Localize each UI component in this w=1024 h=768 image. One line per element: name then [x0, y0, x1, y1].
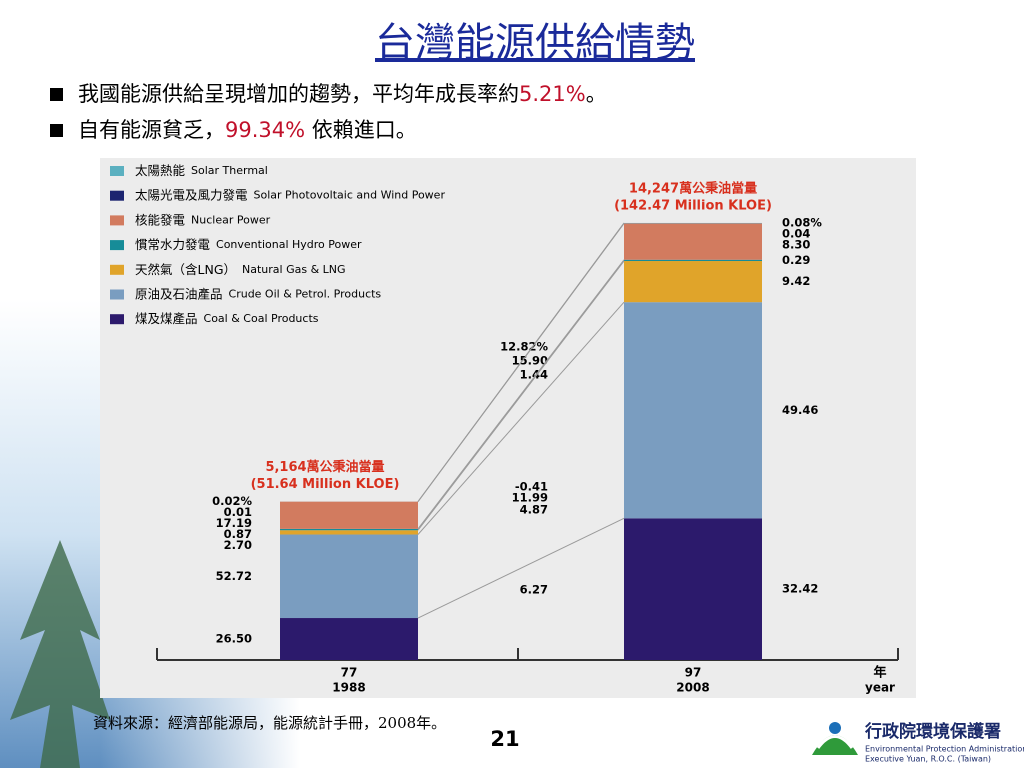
value-label: 0.01	[224, 505, 252, 519]
x-tick-label: 2008	[676, 681, 709, 695]
x-tick-label: 77	[341, 666, 358, 680]
background-tree	[10, 540, 110, 768]
bar-segment	[280, 501, 418, 529]
growth-label: 12.82%	[500, 340, 548, 354]
legend-entry: 慣常水力發電 Conventional Hydro Power	[135, 237, 362, 252]
value-label: 9.42	[782, 274, 810, 288]
legend-name: 太陽熱能	[135, 163, 186, 178]
total-label: 5,164萬公秉油當量	[265, 459, 384, 475]
chart-background	[100, 158, 916, 698]
legend-name-en: Nuclear Power	[191, 213, 271, 226]
x-tick-label: 97	[685, 666, 702, 680]
x-tick-label: 1988	[332, 681, 365, 695]
bar-segment	[624, 518, 762, 660]
logo-name: 行政院環境保護署	[864, 721, 1001, 742]
legend-name-en: Crude Oil & Petrol. Products	[229, 288, 382, 301]
legend-entry: 天然氣（含LNG） Natural Gas & LNG	[135, 261, 346, 276]
x-axis-label: 年	[873, 665, 886, 681]
growth-connector	[417, 517, 625, 619]
value-label: 32.42	[782, 582, 818, 596]
bullet-marker	[50, 88, 63, 101]
value-label: 8.30	[782, 238, 810, 252]
value-label: 0.87	[224, 527, 252, 541]
value-label: 17.19	[216, 516, 252, 530]
bar-segment	[624, 223, 762, 260]
legend-name: 原油及石油產品	[135, 286, 223, 301]
bullet: 自有能源貧乏，99.34% 依賴進口。	[78, 118, 417, 142]
source-note: 資料來源：經濟部能源局，能源統計手冊，2008年。	[93, 714, 446, 732]
growth-label: 4.87	[520, 503, 548, 517]
legend-entry: 太陽光電及風力發電 Solar Photovoltaic and Wind Pow…	[135, 187, 445, 202]
legend-name: 慣常水力發電	[135, 237, 211, 252]
legend-swatch	[110, 240, 124, 251]
legend-entry: 原油及石油產品 Crude Oil & Petrol. Products	[135, 286, 381, 301]
legend-name: 太陽光電及風力發電	[135, 187, 248, 202]
legend-swatch	[110, 166, 124, 176]
bullet-highlight: 99.34%	[225, 118, 305, 142]
logo-dot	[829, 722, 841, 734]
total-label-en: (51.64 Million KLOE)	[251, 477, 400, 492]
legend-name-en: Conventional Hydro Power	[216, 238, 362, 251]
value-label: 49.46	[782, 403, 818, 417]
bar-segment	[280, 530, 418, 535]
growth-connector	[417, 260, 625, 531]
legend-swatch	[110, 190, 124, 201]
bullet-text: 自有能源貧乏，	[78, 118, 225, 142]
growth-label: 6.27	[520, 583, 548, 597]
value-label: 0.29	[782, 253, 810, 267]
legend-swatch	[110, 215, 124, 226]
bar-segment	[280, 528, 418, 531]
value-label: 26.50	[216, 632, 252, 646]
growth-label: -0.41	[515, 480, 548, 494]
value-label: 0.08%	[782, 216, 822, 230]
growth-connector	[417, 223, 625, 502]
legend-name: 煤及煤產品	[135, 311, 198, 326]
legend-name-en: Solar Thermal	[191, 164, 268, 177]
legend-name: 核能發電	[135, 212, 186, 227]
legend-name-en: Natural Gas & LNG	[242, 263, 346, 276]
growth-connector	[417, 301, 625, 535]
legend-swatch	[110, 314, 124, 325]
bullet-tail: 依賴進口。	[305, 118, 417, 142]
page-number: 21	[490, 727, 519, 751]
total-label: 14,247萬公秉油當量	[629, 181, 757, 197]
legend-name-en: Coal & Coal Products	[204, 312, 319, 325]
bullet-highlight: 5.21%	[519, 82, 586, 106]
logo-line: Executive Yuan, R.O.C. (Taiwan)	[865, 755, 991, 764]
bar-segment	[624, 261, 762, 303]
value-label: 0.04	[782, 227, 810, 241]
legend-entry: 核能發電 Nuclear Power	[135, 212, 271, 227]
legend-name: 天然氣（含LNG）	[135, 261, 236, 276]
bar-segment	[624, 302, 762, 519]
value-label: 0.02%	[212, 494, 252, 508]
slide-title: 台灣能源供給情勢	[375, 20, 695, 66]
growth-label: 11.99	[512, 491, 548, 505]
bar-segment	[624, 259, 762, 262]
legend-swatch	[110, 264, 124, 275]
logo-arc	[816, 735, 854, 749]
value-label: 2.70	[224, 538, 252, 552]
legend-entry: 太陽熱能 Solar Thermal	[135, 163, 268, 178]
bullet: 我國能源供給呈現增加的趨勢，平均年成長率約5.21%。	[78, 82, 607, 106]
x-axis-label-en: year	[865, 681, 895, 695]
bar-segment	[280, 534, 418, 619]
bar-segment	[280, 618, 418, 660]
growth-connector	[417, 259, 625, 530]
bullet-marker	[50, 124, 63, 137]
growth-label: 1.44	[520, 368, 548, 382]
legend-entry: 煤及煤產品 Coal & Coal Products	[135, 311, 319, 326]
total-label-en: (142.47 Million KLOE)	[614, 199, 772, 214]
logo	[812, 722, 858, 755]
value-label: 52.72	[216, 569, 252, 583]
growth-label: 15.90	[512, 354, 548, 368]
bullet-tail: 。	[586, 82, 607, 106]
logo-line: Environmental Protection Administration	[865, 745, 1024, 754]
bullet-text: 我國能源供給呈現增加的趨勢，平均年成長率約	[78, 82, 519, 106]
legend-name-en: Solar Photovoltaic and Wind Power	[254, 189, 446, 202]
legend-swatch	[110, 289, 124, 300]
